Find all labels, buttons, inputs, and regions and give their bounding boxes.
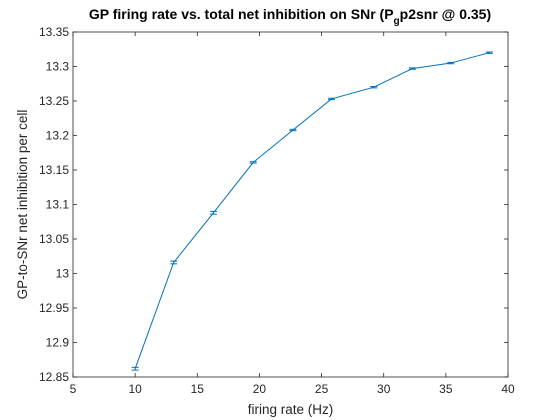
x-tick-label: 20 [253, 382, 267, 396]
chart-title-main: GP firing rate vs. total net inhibition … [89, 6, 394, 22]
x-axis: 5 10 15 20 25 30 35 40 [70, 32, 515, 396]
chart-title: GP firing rate vs. total net inhibition … [89, 6, 491, 27]
y-axis: 12.85 12.9 12.95 13 13.05 13.1 13.15 13.2 13.25 1… [39, 25, 508, 384]
y-axis-label: GP-to-SNr net inhibition per cell [15, 110, 30, 300]
x-tick-label: 15 [191, 382, 205, 396]
y-tick-label: 12.85 [39, 370, 69, 384]
y-tick-label: 13.05 [39, 232, 69, 246]
x-tick-label: 35 [439, 382, 453, 396]
x-tick-label: 30 [377, 382, 391, 396]
y-tick-label: 13.1 [46, 198, 70, 212]
plot-area [72, 31, 509, 378]
y-tick-label: 13.25 [39, 94, 69, 108]
x-axis-label: firing rate (Hz) [248, 402, 334, 417]
y-tick-label: 13 [56, 267, 70, 281]
chart-title-end: p2snr @ 0.35) [400, 6, 491, 22]
y-tick-label: 13.35 [39, 25, 69, 39]
y-tick-label: 12.9 [46, 336, 70, 350]
chart-title-subscript: g [394, 16, 400, 27]
y-tick-label: 13.15 [39, 163, 69, 177]
y-tick-label: 13.2 [46, 129, 70, 143]
x-tick-label: 10 [128, 382, 142, 396]
y-tick-label: 12.95 [39, 301, 69, 315]
x-tick-label: 40 [501, 382, 515, 396]
series-line [134, 52, 490, 369]
x-tick-label: 25 [315, 382, 329, 396]
y-tick-label: 13.3 [46, 60, 70, 74]
x-tick-label: 5 [70, 382, 77, 396]
